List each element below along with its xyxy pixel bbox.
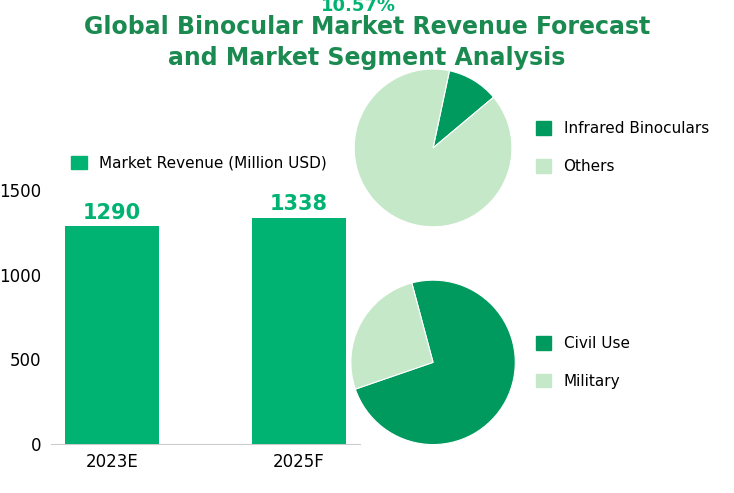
Text: 1338: 1338 [270, 195, 328, 214]
Bar [252, 217, 346, 444]
Text: 10.57%: 10.57% [321, 0, 396, 15]
Wedge shape [355, 69, 512, 227]
Legend: Infrared Binoculars, Others: Infrared Binoculars, Others [536, 121, 709, 175]
Wedge shape [355, 280, 515, 445]
Wedge shape [351, 283, 433, 389]
Text: 1290: 1290 [83, 203, 141, 223]
Legend: Civil Use, Military: Civil Use, Military [536, 336, 630, 389]
Legend: Market Revenue (Million USD): Market Revenue (Million USD) [65, 149, 333, 177]
Bar [65, 226, 159, 444]
Wedge shape [433, 70, 493, 148]
Text: Global Binocular Market Revenue Forecast
and Market Segment Analysis: Global Binocular Market Revenue Forecast… [84, 15, 650, 70]
